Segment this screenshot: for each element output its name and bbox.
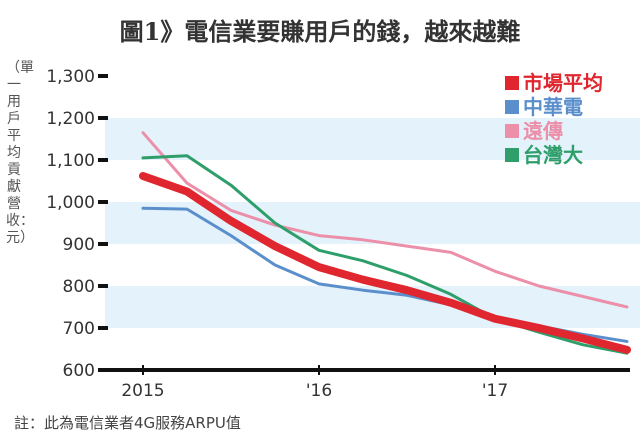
y-tick-label: 900 (63, 235, 95, 255)
series-line-0 (139, 171, 631, 354)
x-tick-label: '17 (482, 381, 508, 401)
y-tick-mark (98, 284, 108, 288)
y-tick-mark (98, 116, 108, 120)
grid-band (105, 118, 640, 160)
grid-band (105, 202, 640, 244)
legend-label: 市場平均 (523, 71, 603, 95)
legend-label: 遠傳 (523, 119, 563, 143)
y-tick-label: 600 (63, 361, 95, 381)
y-tick-label: 700 (63, 319, 95, 339)
y-tick-mark (98, 326, 108, 330)
y-tick-label: 1,200 (46, 109, 95, 129)
x-tick-label: '16 (306, 381, 332, 401)
y-tick-mark (98, 74, 108, 78)
y-tick-mark (98, 200, 108, 204)
legend-swatch (505, 100, 519, 114)
legend-swatch (505, 148, 519, 162)
y-tick-label: 1,300 (46, 67, 95, 87)
legend-swatch (505, 124, 519, 138)
legend-swatch (505, 76, 519, 90)
chart-title: 圖1》電信業要賺用戶的錢，越來越難 (119, 17, 521, 46)
y-tick-label: 800 (63, 277, 95, 297)
grid-band (105, 286, 640, 328)
legend-label: 中華電 (523, 95, 583, 119)
x-tick-label: 2015 (121, 381, 164, 401)
y-tick-label: 1,100 (46, 151, 95, 171)
legend-label: 台灣大 (523, 143, 583, 167)
series-line-2 (141, 131, 629, 309)
series-line-3 (141, 154, 629, 355)
y-tick-mark (98, 158, 108, 162)
y-tick-label: 1,000 (46, 193, 95, 213)
y-tick-mark (98, 242, 108, 246)
chart-note: 註：此為電信業者4G服務ARPU值 (14, 414, 241, 432)
